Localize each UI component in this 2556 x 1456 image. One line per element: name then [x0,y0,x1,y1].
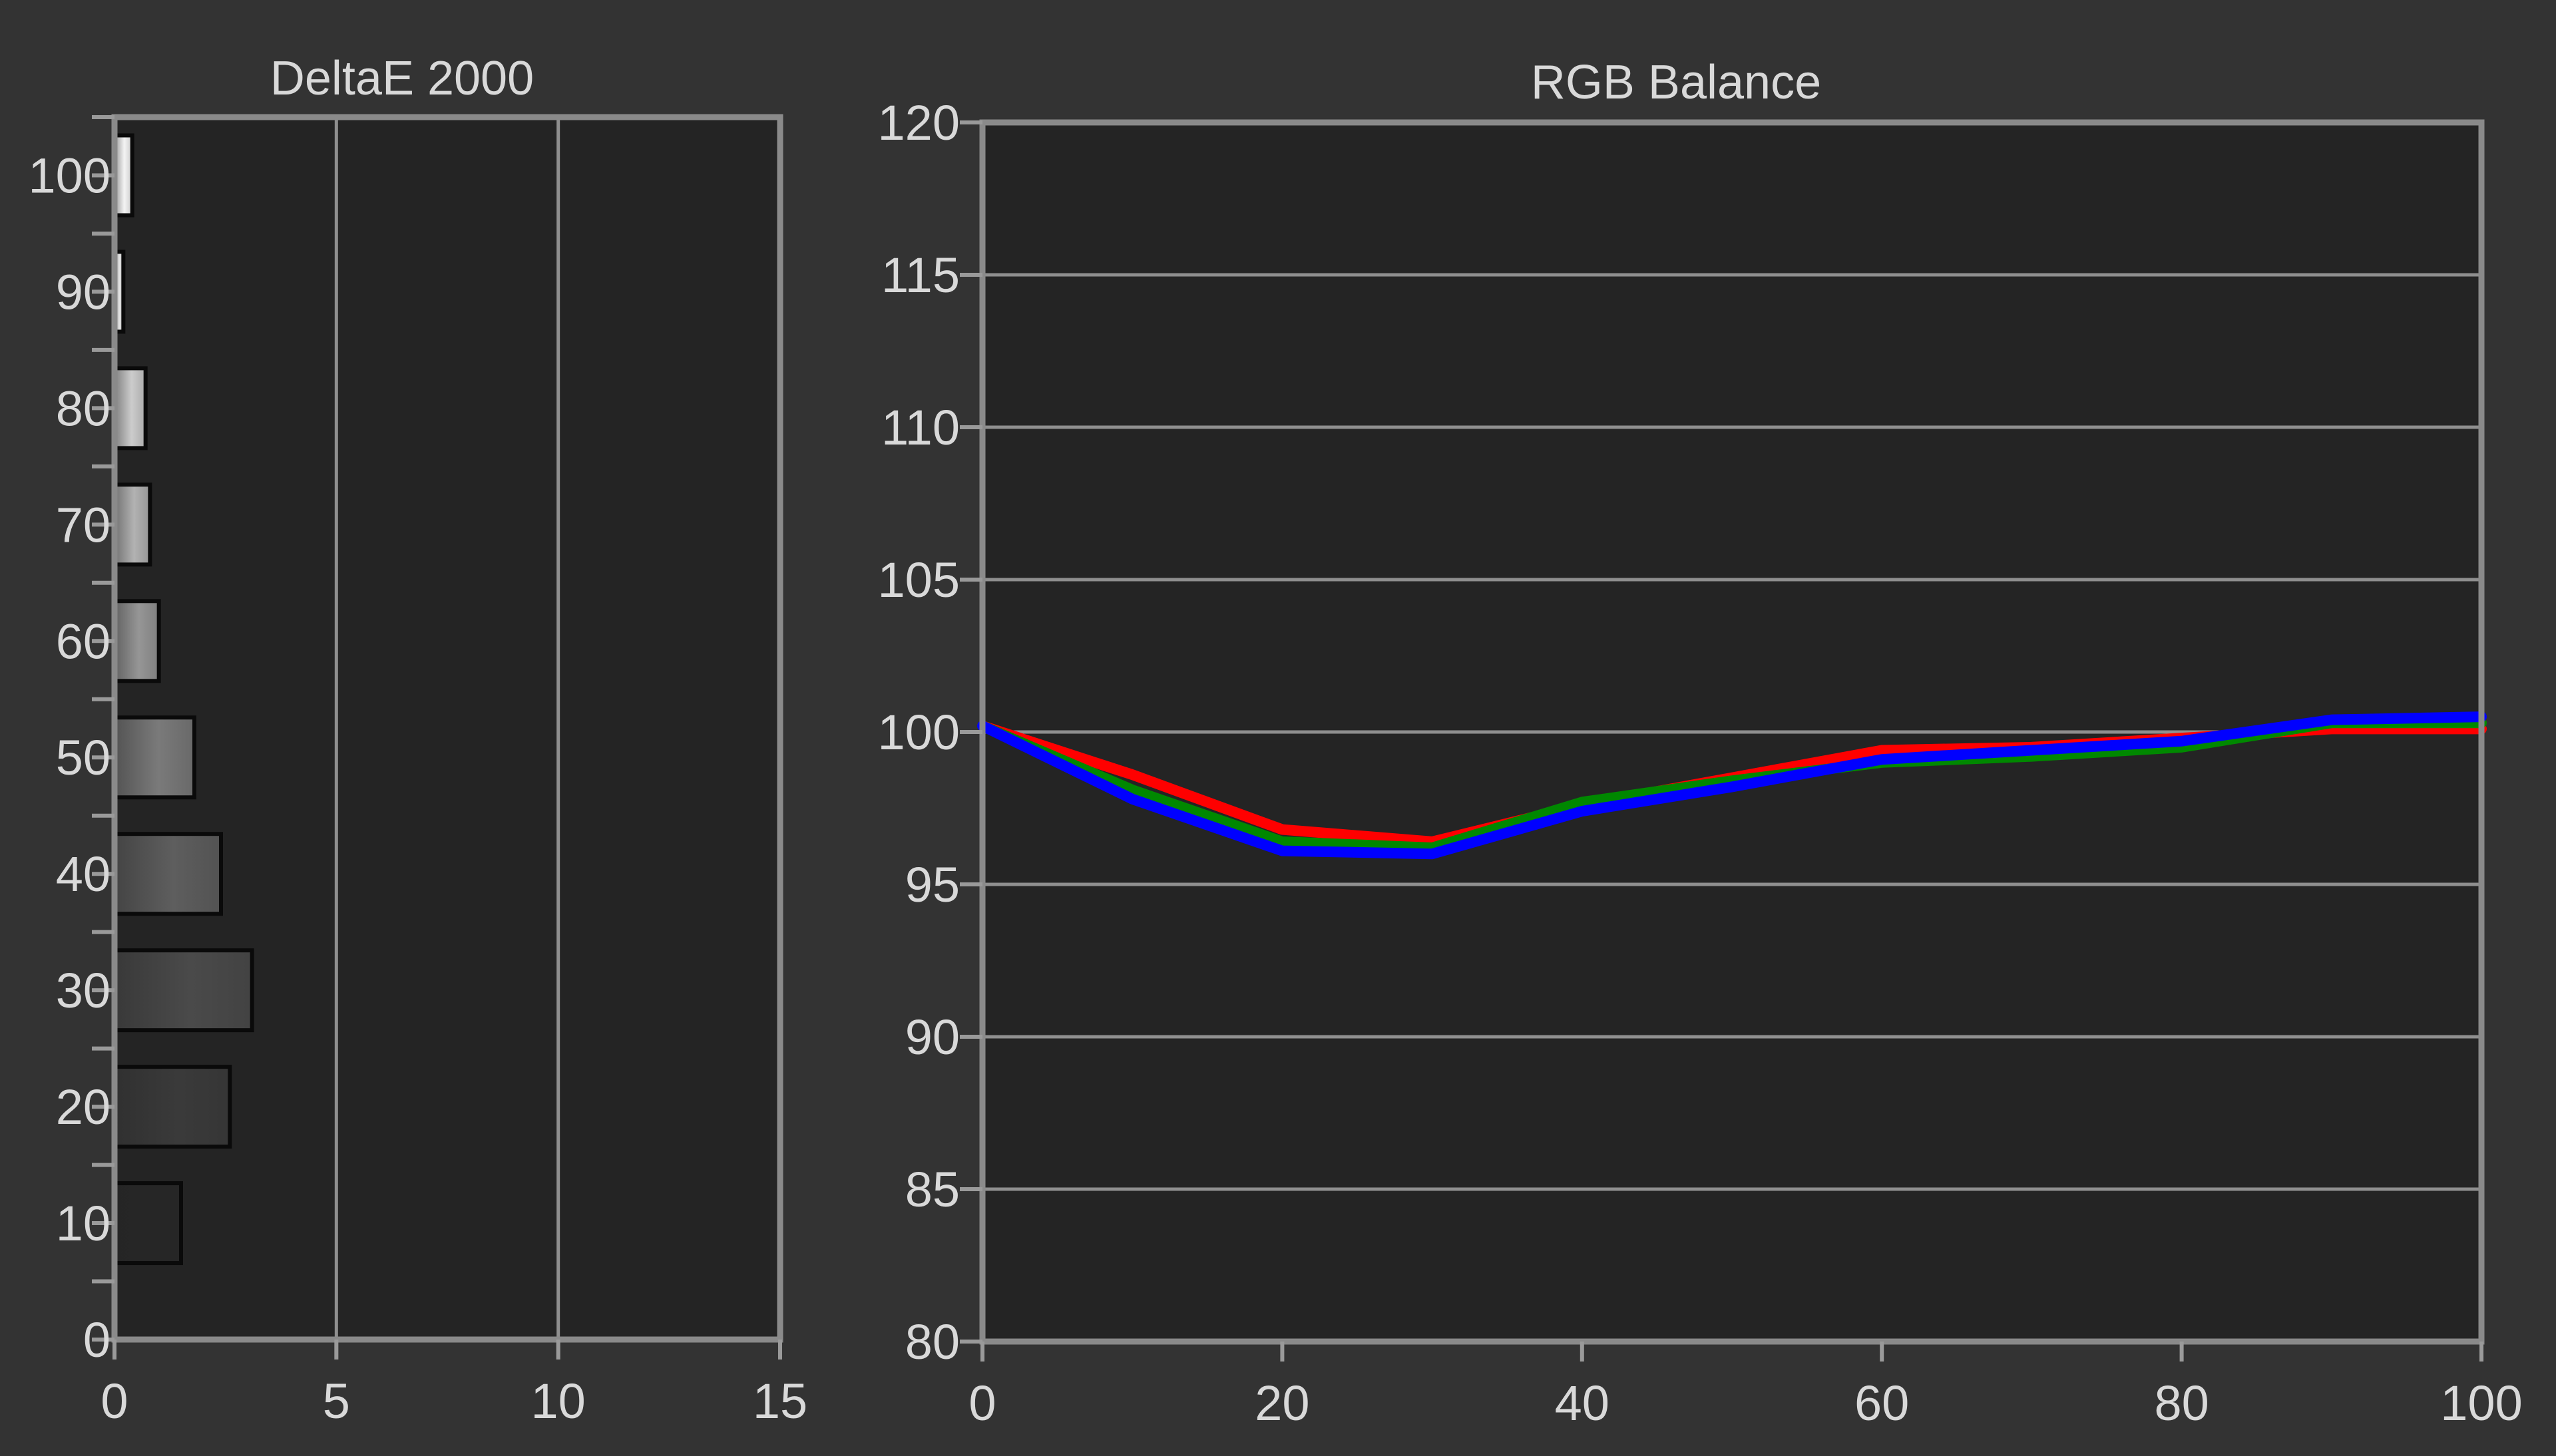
deltae-x-tick-label-0: 0 [101,1373,128,1429]
deltae-y-tick-label-30: 30 [56,963,110,1018]
deltae-chart-title: DeltaE 2000 [270,52,534,105]
rgb-y-tick-label-85: 85 [905,1162,960,1217]
deltae-bar-60 [112,599,161,683]
deltae-bar-10 [112,1181,183,1266]
deltae-y-tick-label-90: 90 [56,264,110,319]
rgb-x-tick-label-40: 40 [1555,1375,1609,1431]
rgb-y-tick-label-115: 115 [881,248,960,303]
deltae-plot-area [114,117,780,1340]
rgb-balance-chart: RGB Balance 80 85 90 95 100 105 110 115 120 0 20 40… [878,56,2523,1431]
deltae-y-tick-label-20: 20 [56,1079,110,1135]
deltae-bar-30 [112,948,254,1033]
deltae-chart: DeltaE 2000 0 10 20 30 40 50 60 70 80 90 100 0 5 10 15 [29,52,808,1429]
rgb-y-tick-label-105: 105 [878,552,960,608]
deltae-y-tick-label-60: 60 [56,614,110,669]
rgb-y-tick-label-90: 90 [905,1009,960,1065]
deltae-x-tick-label-15: 15 [753,1373,807,1429]
deltae-y-tick-label-40: 40 [56,846,110,902]
deltae-y-tick-label-70: 70 [56,497,110,552]
rgb-x-tick-label-0: 0 [968,1375,996,1431]
deltae-x-tick-label-5: 5 [323,1373,350,1429]
rgb-x-tick-label-60: 60 [1854,1375,1909,1431]
deltae-y-tick-label-10: 10 [56,1196,110,1251]
deltae-bar-40 [112,832,223,916]
rgb-y-tick-label-120: 120 [878,95,960,150]
rgb-balance-chart-title: RGB Balance [1531,56,1821,109]
deltae-x-tick-label-10: 10 [531,1373,586,1429]
deltae-plot-frame [111,114,783,1343]
rgb-x-tick-label-20: 20 [1255,1375,1309,1431]
deltae-bar-80 [112,366,148,451]
deltae-y-tick-label-50: 50 [56,730,110,785]
rgb-y-tick-label-95: 95 [905,857,960,912]
rgb-x-tick-label-100: 100 [2440,1375,2522,1431]
rgb-x-tick-label-80: 80 [2154,1375,2209,1431]
rgb-y-tick-label-100: 100 [878,705,960,760]
deltae-bar-20 [112,1065,232,1149]
deltae-bar-70 [112,482,152,567]
deltae-y-tick-label-0: 0 [83,1312,110,1367]
rgb-series-line-2 [977,711,2487,860]
deltae-y-tick-label-80: 80 [56,381,110,436]
rgb-y-tick-label-80: 80 [905,1314,960,1369]
deltae-y-tick-label-100: 100 [29,148,110,203]
rgb-y-tick-label-110: 110 [881,400,960,455]
deltae-bar-50 [112,715,196,800]
